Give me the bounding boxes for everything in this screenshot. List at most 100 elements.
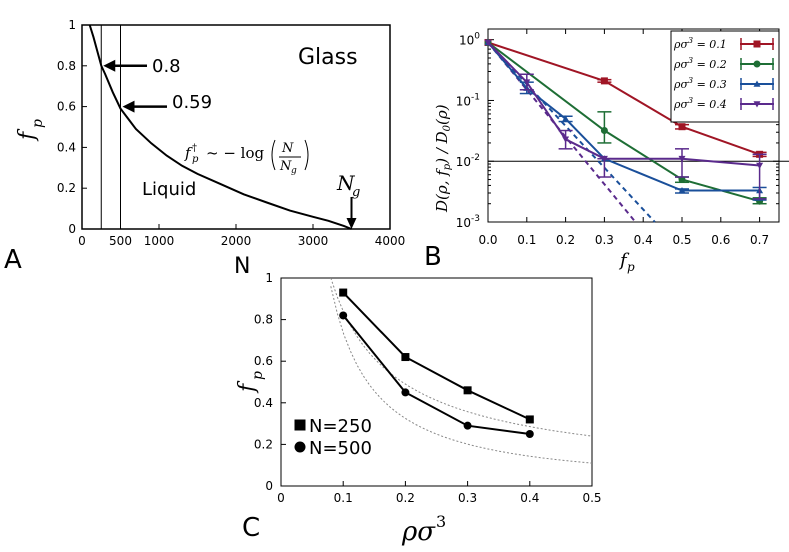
formula-den: N bbox=[279, 159, 292, 174]
x-tick-label: 4000 bbox=[375, 234, 406, 248]
y-tick-label: 10-1 bbox=[456, 92, 480, 108]
panel-b-legend: ρσ3 = 0.1 ρσ3 = 0.2 ρσ3 = 0.3 ρσ3 = 0.4 bbox=[670, 30, 780, 123]
x-tick-label: 1000 bbox=[144, 234, 175, 248]
panel-c-ylabel-sub: p bbox=[250, 371, 266, 380]
x-tick-label: 0.2 bbox=[396, 491, 415, 505]
panel-c: 0 0.1 0.2 0.3 0.4 0.5 0 0.2 0.4 0.6 0.8 1 N=250N=50… bbox=[235, 271, 602, 547]
legend-label: N=250 bbox=[309, 416, 372, 437]
fit-line bbox=[487, 41, 656, 223]
y-tick-label: 0 bbox=[68, 222, 76, 236]
x-tick-label: 0.7 bbox=[750, 233, 769, 247]
panel-a: 0 500 1000 2000 3000 4000 0 0.2 0.4 0.6 0.8 1 A N f… bbox=[4, 18, 405, 279]
y-tick-label: 0.6 bbox=[57, 100, 76, 114]
series-line bbox=[487, 41, 760, 167]
data-point bbox=[401, 388, 410, 397]
formula-rel: ~ − log bbox=[206, 144, 265, 162]
x-tick-label: 0.3 bbox=[595, 233, 614, 247]
y-tick-label: 100 bbox=[459, 32, 480, 48]
panel-c-ylabel-f: f bbox=[235, 380, 260, 394]
x-tick-label: 2000 bbox=[221, 234, 252, 248]
legend-marker bbox=[753, 101, 761, 108]
data-point bbox=[339, 288, 348, 297]
panel-b: 0.0 0.1 0.2 0.3 0.4 0.5 0.6 0.710010-110-210-3 … bbox=[424, 28, 789, 274]
panel-a-ylabel: f p bbox=[15, 119, 46, 142]
data-point bbox=[401, 353, 410, 362]
x-tick-label: 0 bbox=[78, 234, 86, 248]
formula-dagger: † bbox=[192, 143, 197, 154]
x-tick-label: 0.5 bbox=[672, 233, 691, 247]
series-line bbox=[342, 291, 531, 421]
legend-label: N=500 bbox=[309, 438, 372, 459]
fit-curve bbox=[330, 277, 593, 437]
data-point bbox=[678, 186, 686, 194]
y-tick-label: 0.8 bbox=[254, 313, 273, 327]
data-point bbox=[678, 155, 686, 163]
x-tick-label: 0.2 bbox=[556, 233, 575, 247]
data-point bbox=[600, 77, 608, 85]
panel-b-xlabel-sub: p bbox=[627, 260, 635, 274]
data-point bbox=[523, 79, 531, 86]
legend-label: ρσ3 = 0.1 bbox=[673, 36, 727, 51]
panel-a-plot bbox=[88, 24, 357, 230]
data-point bbox=[562, 136, 570, 143]
panel-c-frame bbox=[280, 277, 593, 487]
panel-c-ticks: 0 0.1 0.2 0.3 0.4 0.5 0 0.2 0.4 0.6 0.8 1 bbox=[254, 271, 602, 505]
panel-a-label: A bbox=[4, 245, 22, 275]
x-tick-label: 0.0 bbox=[478, 233, 497, 247]
liquid-label: Liquid bbox=[142, 179, 196, 200]
panel-c-xlabel-sup: 3 bbox=[436, 512, 446, 531]
x-tick-label: 500 bbox=[109, 234, 132, 248]
legend-marker bbox=[294, 419, 306, 431]
data-point bbox=[756, 162, 764, 170]
fit-curve bbox=[330, 286, 593, 464]
x-tick-label: 0 bbox=[277, 491, 285, 505]
panel-c-xlabel: ρσ 3 bbox=[401, 512, 446, 547]
panel-a-ylabel-f: f bbox=[15, 128, 40, 142]
legend-label: ρσ3 = 0.4 bbox=[673, 96, 727, 111]
formula-num: N bbox=[281, 141, 294, 156]
series-line bbox=[342, 314, 530, 435]
panel-c-xlabel-rho: ρσ bbox=[401, 517, 436, 547]
data-point bbox=[484, 39, 492, 46]
y-tick-label: 0.4 bbox=[57, 140, 76, 154]
x-tick-label: 0.4 bbox=[520, 491, 539, 505]
data-point bbox=[600, 127, 608, 135]
y-tick-label: 10-2 bbox=[456, 153, 480, 169]
legend-label: ρσ3 = 0.3 bbox=[673, 76, 727, 91]
data-point bbox=[339, 311, 348, 320]
panel-b-frame bbox=[487, 28, 780, 223]
panel-c-label: C bbox=[242, 513, 260, 543]
arrow-059-head bbox=[122, 100, 135, 113]
data-point bbox=[463, 386, 472, 395]
data-point bbox=[562, 115, 570, 122]
ng-marker: N g bbox=[336, 171, 360, 200]
formula-den-sub: g bbox=[291, 166, 297, 176]
y-tick-label: 1 bbox=[68, 18, 76, 32]
legend-marker bbox=[294, 441, 306, 453]
data-point bbox=[463, 421, 472, 430]
y-tick-label: 0.6 bbox=[254, 354, 273, 368]
formula: f p † ~ − log N N g bbox=[184, 139, 309, 176]
panel-b-ylabel: D(ρ, fp) / D0(ρ) bbox=[433, 104, 453, 213]
data-point bbox=[600, 155, 608, 163]
arrow-label-08: 0.8 bbox=[152, 56, 181, 77]
panel-c-ylabel: f p bbox=[235, 371, 266, 394]
legend-box bbox=[670, 30, 780, 123]
series-line bbox=[487, 41, 760, 156]
panel-b-xlabel: f p bbox=[618, 250, 635, 274]
arrow-label-059: 0.59 bbox=[172, 92, 212, 113]
data-point bbox=[678, 176, 686, 184]
legend-label: ρσ3 = 0.2 bbox=[673, 56, 727, 71]
legend-marker bbox=[753, 40, 761, 48]
x-tick-label: 0.1 bbox=[334, 491, 353, 505]
series-line bbox=[487, 41, 760, 192]
y-tick-label: 10-3 bbox=[456, 214, 480, 230]
y-tick-label: 0.4 bbox=[254, 396, 273, 410]
y-tick-label: 1 bbox=[265, 271, 273, 285]
y-tick-label: 0 bbox=[265, 479, 273, 493]
legend-marker bbox=[753, 80, 761, 87]
ng-label: N bbox=[336, 171, 356, 195]
x-tick-label: 0.5 bbox=[582, 491, 601, 505]
